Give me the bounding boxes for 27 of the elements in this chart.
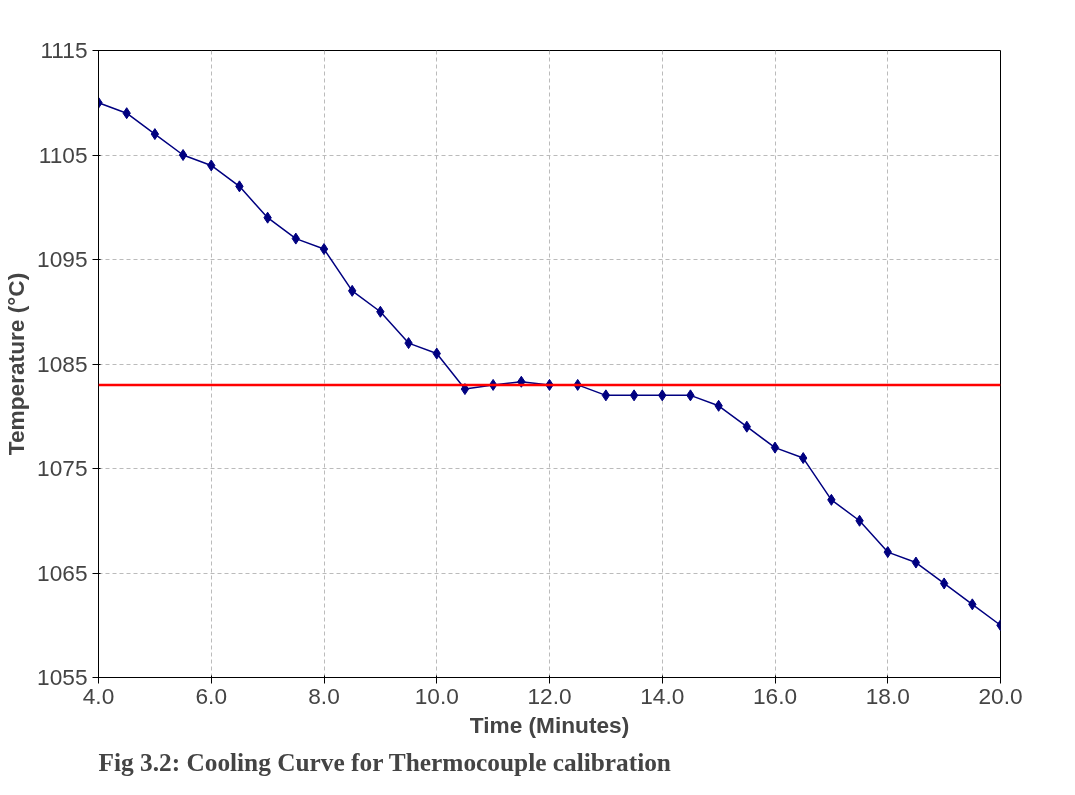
x-tick-label: 6.0 bbox=[195, 682, 227, 709]
x-tick-label: 14.0 bbox=[640, 682, 685, 709]
point bbox=[150, 128, 160, 141]
point bbox=[911, 556, 921, 569]
y-tick-label: 1065 bbox=[37, 559, 88, 586]
point bbox=[629, 389, 639, 402]
point bbox=[939, 577, 949, 590]
y-tick-label: 1055 bbox=[37, 664, 88, 690]
y-tick-label: 1105 bbox=[38, 141, 88, 168]
point bbox=[178, 149, 188, 161]
y-tick-label: 1085 bbox=[37, 350, 88, 377]
x-tick-label: 20.0 bbox=[978, 682, 1023, 709]
point bbox=[460, 383, 470, 396]
y-tick-label: 1115 bbox=[40, 37, 88, 63]
x-tick-label: 16.0 bbox=[752, 682, 798, 709]
x-tick-label: 18.0 bbox=[865, 682, 910, 709]
caption: Fig 3.2: Cooling Curve for Thermocouple calibration bbox=[98, 747, 671, 776]
y-tick-label: 1075 bbox=[37, 455, 88, 481]
point bbox=[319, 243, 329, 256]
x-axis-title: Time (Minutes) bbox=[469, 711, 630, 738]
x-tick-label: 10.0 bbox=[414, 682, 459, 709]
y-axis-title: Temperature (°C) bbox=[3, 272, 30, 456]
point bbox=[601, 389, 611, 402]
y-tick-label: 1095 bbox=[37, 246, 88, 272]
point bbox=[770, 441, 780, 454]
x-tick-label: 12.0 bbox=[527, 682, 572, 709]
x-tick-label: 8.0 bbox=[308, 682, 340, 709]
